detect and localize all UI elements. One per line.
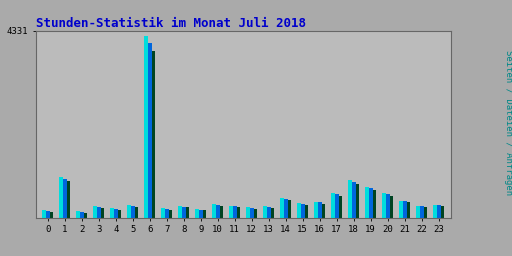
- Bar: [93, 206, 97, 218]
- Bar: [165, 209, 168, 218]
- Bar: [59, 177, 63, 218]
- Bar: [46, 211, 50, 218]
- Bar: [352, 182, 355, 218]
- Bar: [331, 193, 335, 218]
- Text: Seiten / Dateien / Anfragen: Seiten / Dateien / Anfragen: [504, 50, 512, 195]
- Bar: [42, 210, 46, 218]
- Bar: [80, 212, 83, 218]
- Bar: [76, 211, 80, 218]
- Bar: [335, 194, 338, 218]
- Bar: [195, 209, 199, 218]
- Bar: [127, 205, 131, 218]
- Bar: [407, 202, 410, 218]
- Bar: [220, 206, 223, 218]
- Bar: [250, 208, 253, 218]
- Bar: [253, 209, 258, 218]
- Bar: [168, 210, 173, 218]
- Bar: [152, 51, 155, 218]
- Bar: [110, 208, 114, 218]
- Bar: [67, 181, 70, 218]
- Bar: [199, 210, 203, 218]
- Bar: [161, 208, 165, 218]
- Bar: [440, 206, 444, 218]
- Bar: [433, 205, 437, 218]
- Bar: [203, 210, 206, 218]
- Bar: [297, 203, 301, 218]
- Bar: [437, 205, 440, 218]
- Bar: [118, 210, 121, 218]
- Text: Stunden-Statistik im Monat Juli 2018: Stunden-Statistik im Monat Juli 2018: [36, 17, 306, 29]
- Bar: [423, 207, 428, 218]
- Bar: [246, 207, 250, 218]
- Bar: [212, 204, 216, 218]
- Bar: [284, 199, 288, 218]
- Bar: [131, 206, 135, 218]
- Bar: [318, 202, 322, 218]
- Bar: [416, 206, 420, 218]
- Bar: [50, 212, 53, 218]
- Bar: [267, 207, 270, 218]
- Bar: [144, 36, 148, 218]
- Bar: [216, 205, 220, 218]
- Bar: [63, 179, 67, 218]
- Bar: [288, 200, 291, 218]
- Bar: [114, 209, 118, 218]
- Bar: [369, 188, 373, 218]
- Bar: [338, 196, 343, 218]
- Bar: [420, 207, 423, 218]
- Bar: [305, 205, 308, 218]
- Bar: [355, 184, 359, 218]
- Bar: [348, 180, 352, 218]
- Bar: [83, 213, 88, 218]
- Bar: [263, 206, 267, 218]
- Bar: [135, 207, 138, 218]
- Bar: [373, 190, 376, 218]
- Bar: [365, 187, 369, 218]
- Bar: [185, 207, 189, 218]
- Bar: [322, 204, 325, 218]
- Bar: [229, 206, 233, 218]
- Bar: [399, 201, 403, 218]
- Bar: [182, 207, 185, 218]
- Bar: [148, 43, 152, 218]
- Bar: [280, 198, 284, 218]
- Bar: [237, 207, 240, 218]
- Bar: [314, 202, 318, 218]
- Bar: [301, 204, 305, 218]
- Bar: [233, 206, 237, 218]
- Bar: [390, 196, 393, 218]
- Bar: [100, 208, 104, 218]
- Bar: [386, 194, 390, 218]
- Bar: [403, 201, 407, 218]
- Bar: [178, 206, 182, 218]
- Bar: [382, 194, 386, 218]
- Bar: [97, 207, 100, 218]
- Bar: [270, 208, 274, 218]
